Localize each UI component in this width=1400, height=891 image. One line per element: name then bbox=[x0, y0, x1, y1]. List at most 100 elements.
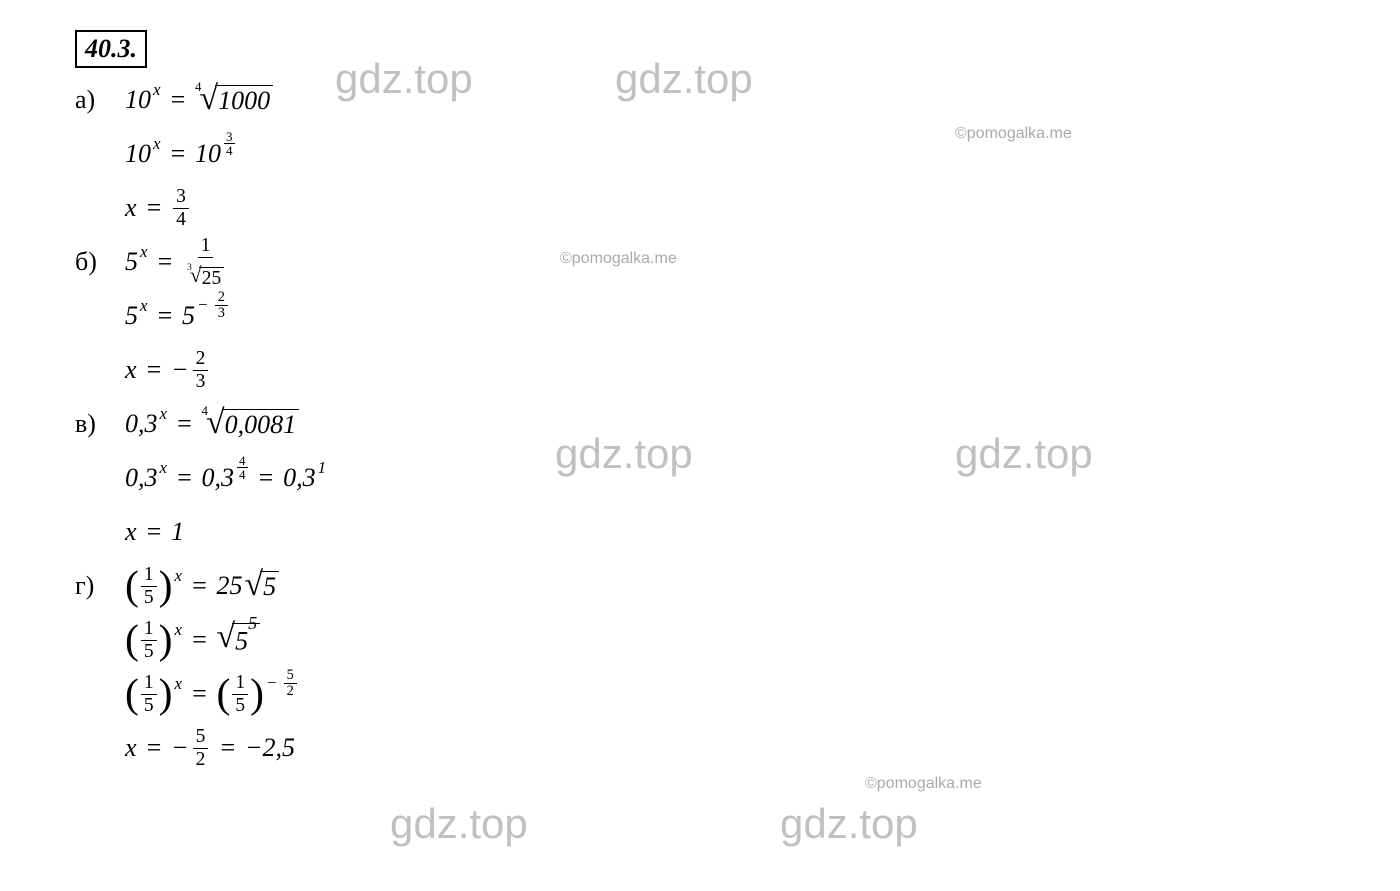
base: 10 bbox=[125, 85, 151, 115]
paren-close: ) bbox=[250, 677, 264, 710]
base: 5 bbox=[125, 301, 138, 331]
equals: = bbox=[139, 517, 170, 547]
equals: = bbox=[169, 463, 200, 493]
part-v-line1: в) 0,3x = 4 √ 0,0081 bbox=[75, 400, 326, 448]
solution-content: 40.3. а) 10x = 4 √ 1000 10x = 10 3 4 x bbox=[75, 30, 326, 778]
paren-close: ) bbox=[159, 623, 173, 656]
exp: x bbox=[174, 620, 182, 640]
equals: = bbox=[163, 85, 194, 115]
value: 1 bbox=[171, 517, 184, 547]
den: 2 bbox=[193, 749, 209, 770]
radicand: 25 bbox=[199, 267, 225, 289]
part-g-line3: ( 1 5 ) x = ( 1 5 ) − 5 bbox=[125, 670, 326, 718]
part-a-label: а) bbox=[75, 85, 125, 115]
part-g-label: г) bbox=[75, 571, 125, 601]
part-b-eq3: x = − 2 3 bbox=[125, 348, 210, 392]
paren-frac: ( 1 5 ) bbox=[125, 618, 172, 662]
paren-open: ( bbox=[125, 623, 139, 656]
frac: 1 5 bbox=[141, 618, 157, 662]
root: 4 √ 0,0081 bbox=[202, 409, 300, 440]
exp: x bbox=[153, 134, 161, 154]
part-b-eq2: 5x = 5 − 2 3 bbox=[125, 300, 230, 333]
num: 1 bbox=[198, 235, 214, 257]
minus: − bbox=[197, 295, 208, 314]
equals: = bbox=[139, 193, 170, 223]
equals: = bbox=[139, 355, 170, 385]
equals: = bbox=[251, 463, 282, 493]
base: 5 bbox=[182, 301, 195, 331]
num: 1 bbox=[141, 618, 157, 640]
watermark-gdz: gdz.top bbox=[555, 430, 693, 478]
watermark-gdz: gdz.top bbox=[780, 800, 918, 848]
part-v-eq3: x = 1 bbox=[125, 517, 184, 547]
den: 4 bbox=[224, 144, 235, 157]
frac: 1 5 bbox=[141, 672, 157, 716]
num: 4 bbox=[237, 454, 248, 468]
paren-close: ) bbox=[159, 569, 173, 602]
watermark-pomogalka: ©pomogalka.me bbox=[560, 250, 677, 268]
exp: x bbox=[174, 566, 182, 586]
root-index: 4 bbox=[202, 403, 209, 419]
equals: = bbox=[139, 733, 170, 763]
paren-frac: ( 1 5 ) bbox=[217, 672, 264, 716]
part-g-line1: г) ( 1 5 ) x = 25 √ 5 bbox=[75, 562, 326, 610]
part-a-eq1: 10x = 4 √ 1000 bbox=[125, 85, 273, 116]
exp: 1 bbox=[318, 458, 326, 478]
part-b-line3: x = − 2 3 bbox=[125, 346, 326, 394]
var-x: x bbox=[125, 517, 137, 547]
paren-open: ( bbox=[125, 677, 139, 710]
den-root: 3 √ 25 bbox=[184, 258, 227, 289]
watermark-gdz: gdz.top bbox=[615, 55, 753, 103]
num: 2 bbox=[215, 290, 228, 307]
part-v-line3: x = 1 bbox=[125, 508, 326, 556]
num: 3 bbox=[173, 186, 189, 208]
exp: x bbox=[140, 296, 148, 316]
part-v-eq2: 0,3x = 0,3 4 4 = 0,31 bbox=[125, 463, 326, 493]
value: −2,5 bbox=[245, 733, 295, 763]
part-g-eq3: ( 1 5 ) x = ( 1 5 ) − 5 bbox=[125, 672, 299, 716]
num: 1 bbox=[232, 672, 248, 694]
exp: x bbox=[160, 458, 168, 478]
base: 5 bbox=[235, 627, 248, 656]
den: 3 bbox=[193, 371, 209, 392]
num: 5 bbox=[193, 726, 209, 748]
equals: = bbox=[184, 679, 215, 709]
root: √ 5 bbox=[245, 571, 280, 602]
base: 10 bbox=[195, 139, 221, 169]
exp: x bbox=[153, 80, 161, 100]
part-a-eq2: 10x = 10 3 4 bbox=[125, 139, 236, 169]
equals: = bbox=[184, 571, 215, 601]
radicand: 0,0081 bbox=[222, 409, 300, 440]
frac-exp: 2 3 bbox=[215, 290, 228, 323]
equals: = bbox=[150, 301, 181, 331]
equals: = bbox=[212, 733, 243, 763]
part-g-line4: x = − 5 2 = −2,5 bbox=[125, 724, 326, 772]
radicand: 5 bbox=[260, 571, 279, 602]
part-g-line2: ( 1 5 ) x = √ 55 bbox=[125, 616, 326, 664]
den: 5 bbox=[232, 695, 248, 716]
var-x: x bbox=[125, 733, 137, 763]
watermark-gdz: gdz.top bbox=[955, 430, 1093, 478]
paren-frac: ( 1 5 ) bbox=[125, 672, 172, 716]
frac: 2 3 bbox=[193, 348, 209, 392]
equals: = bbox=[163, 139, 194, 169]
paren-open: ( bbox=[125, 569, 139, 602]
base: 5 bbox=[125, 247, 138, 277]
minus: − bbox=[266, 673, 277, 692]
num: 1 bbox=[141, 564, 157, 586]
root: 3 √ 25 bbox=[187, 267, 224, 289]
paren-close: ) bbox=[159, 677, 173, 710]
radicand: 55 bbox=[232, 623, 260, 657]
base: 0,3 bbox=[125, 463, 158, 493]
num: 3 bbox=[224, 130, 235, 144]
part-v-label: в) bbox=[75, 409, 125, 439]
part-a-eq3: x = 3 4 bbox=[125, 186, 191, 230]
equals: = bbox=[169, 409, 200, 439]
exp: x bbox=[140, 242, 148, 262]
problem-number-box: 40.3. bbox=[75, 30, 147, 68]
num: 1 bbox=[141, 672, 157, 694]
paren-open: ( bbox=[217, 677, 231, 710]
neg-exp: − 5 2 bbox=[266, 668, 299, 701]
part-b-eq1: 5x = 1 3 √ 25 bbox=[125, 235, 229, 289]
watermark-gdz: gdz.top bbox=[335, 55, 473, 103]
